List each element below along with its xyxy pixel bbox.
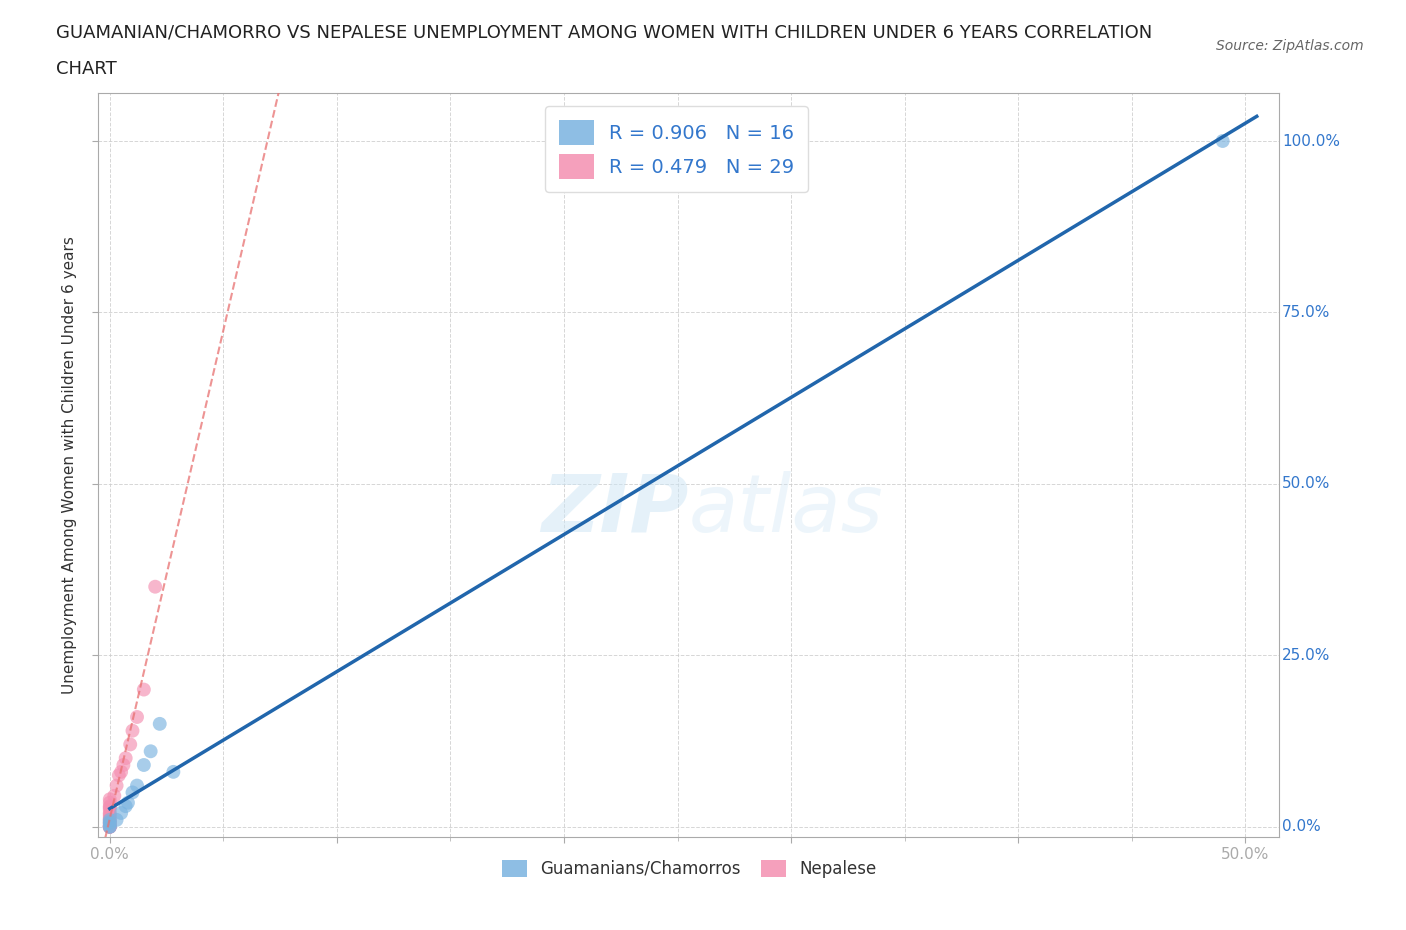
Point <box>98 813 121 828</box>
Point <box>110 764 132 779</box>
Point <box>98 799 121 814</box>
Point <box>103 789 125 804</box>
Point <box>98 819 121 834</box>
Point <box>132 682 155 697</box>
Text: 75.0%: 75.0% <box>1282 305 1330 320</box>
Text: CHART: CHART <box>56 60 117 78</box>
Point <box>98 819 121 834</box>
Point <box>98 819 121 834</box>
Text: GUAMANIAN/CHAMORRO VS NEPALESE UNEMPLOYMENT AMONG WOMEN WITH CHILDREN UNDER 6 YE: GUAMANIAN/CHAMORRO VS NEPALESE UNEMPLOYM… <box>56 23 1153 41</box>
Point <box>120 737 142 751</box>
Point <box>98 813 121 828</box>
Point <box>98 791 121 806</box>
Point <box>132 758 155 773</box>
Point <box>149 716 172 731</box>
Text: ZIP: ZIP <box>541 471 689 549</box>
Point <box>98 807 121 822</box>
Point <box>98 816 121 830</box>
Point <box>110 805 132 820</box>
Point <box>108 768 131 783</box>
Point <box>98 800 121 815</box>
Point <box>98 819 121 834</box>
Point <box>139 744 162 759</box>
Point <box>98 817 121 832</box>
Point <box>98 811 121 826</box>
Y-axis label: Unemployment Among Women with Children Under 6 years: Unemployment Among Women with Children U… <box>62 236 77 694</box>
Text: 100.0%: 100.0% <box>1282 134 1340 149</box>
Point <box>98 803 121 817</box>
Point <box>125 710 148 724</box>
Text: 25.0%: 25.0% <box>1282 648 1330 663</box>
Point <box>98 809 121 824</box>
Point <box>98 815 121 830</box>
Point <box>98 819 121 834</box>
Point <box>125 778 148 793</box>
Point <box>114 751 136 765</box>
Text: 0.0%: 0.0% <box>1282 819 1320 834</box>
Point <box>98 795 121 810</box>
Point <box>98 815 121 830</box>
Legend: Guamanians/Chamorros, Nepalese: Guamanians/Chamorros, Nepalese <box>495 853 883 884</box>
Text: atlas: atlas <box>689 471 884 549</box>
Point <box>98 819 121 834</box>
Point <box>121 724 143 738</box>
Point <box>98 816 121 830</box>
Point <box>114 799 136 814</box>
Point <box>121 785 143 800</box>
Point <box>98 805 121 820</box>
Point <box>105 778 128 793</box>
Text: 50.0%: 50.0% <box>1282 476 1330 491</box>
Point <box>105 813 128 828</box>
Point <box>1212 134 1234 149</box>
Text: Source: ZipAtlas.com: Source: ZipAtlas.com <box>1216 39 1364 53</box>
Point <box>143 579 166 594</box>
Point <box>98 819 121 834</box>
Point <box>112 758 135 773</box>
Point <box>162 764 184 779</box>
Point <box>117 795 139 810</box>
